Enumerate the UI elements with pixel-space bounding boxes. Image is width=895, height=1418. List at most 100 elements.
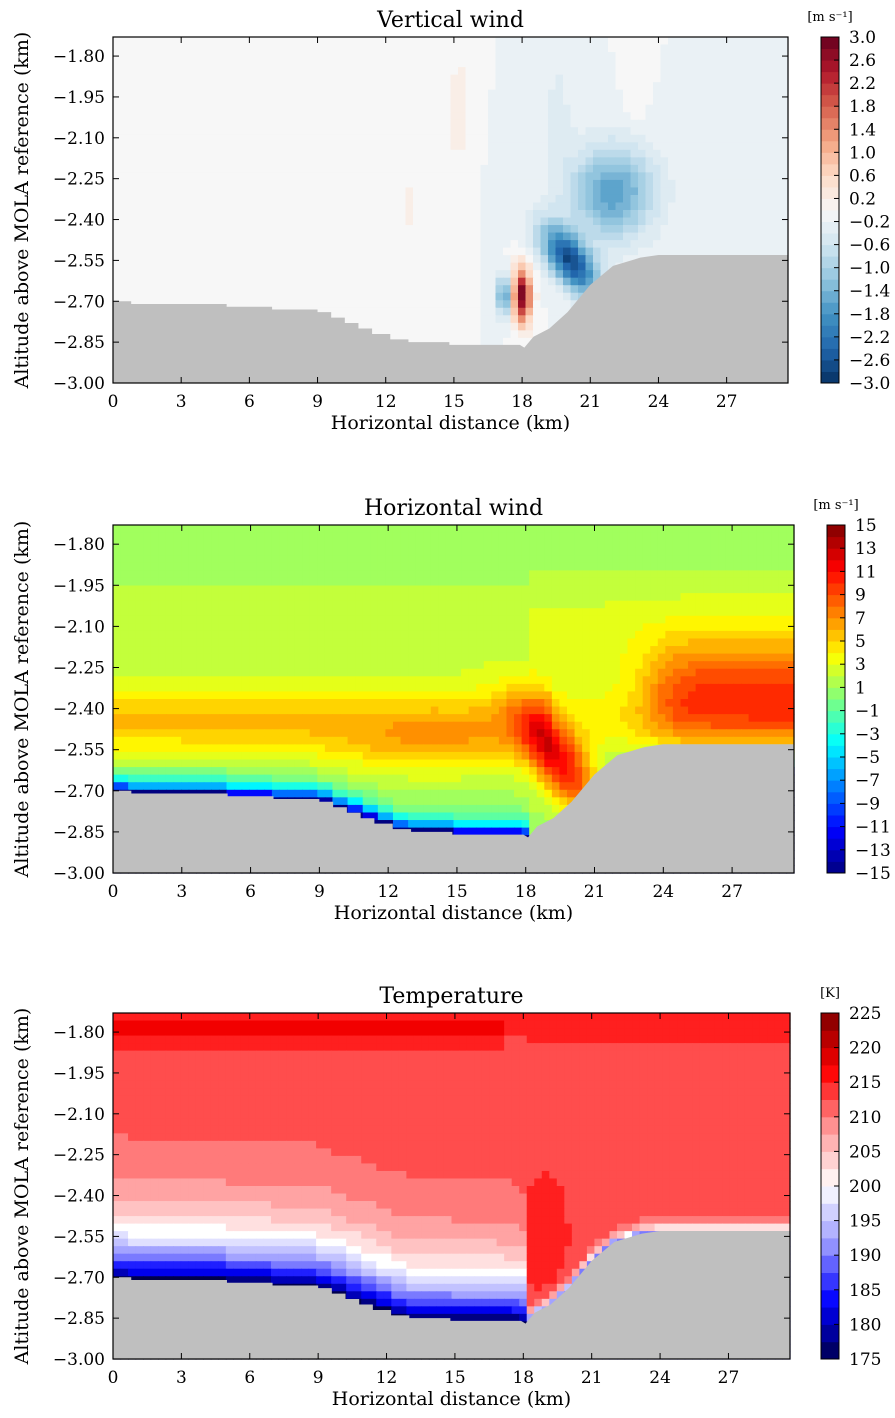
colorbar-tick-label: 195	[849, 1212, 881, 1232]
colorbar-tick-label: −11	[855, 818, 891, 838]
colorbar-band	[827, 606, 845, 619]
x-axis-label: Horizontal distance (km)	[332, 1388, 571, 1410]
y-axis-label: Altitude above MOLA reference (km)	[11, 521, 33, 879]
colorbar-frame	[826, 524, 846, 874]
colorbar-tick-label: 220	[849, 1039, 881, 1059]
colorbar-tick-label: −1.4	[849, 282, 890, 302]
colorbar-tick-label: −15	[855, 864, 891, 884]
y-tick-label: −2.10	[53, 129, 105, 149]
panel-3: Temperature 0 3 6 9 12 15 18 21 24 27 Horizontal di…	[11, 984, 881, 1410]
colorbar-band	[821, 233, 839, 246]
colorbar-band	[821, 302, 839, 315]
y-tick-label: −2.25	[53, 1146, 105, 1166]
colorbar-band	[821, 1220, 839, 1239]
colorbar-tick-label: 0.6	[849, 166, 876, 186]
x-tick-label: 24	[648, 392, 670, 412]
colorbar-tick-label: 13	[855, 539, 877, 559]
colorbar-tick-label: 15	[855, 516, 877, 536]
colorbar-band	[827, 617, 845, 630]
colorbar-band	[821, 129, 839, 142]
colorbar-band	[821, 1151, 839, 1170]
y-axis-label: Altitude above MOLA reference (km)	[11, 32, 33, 390]
x-axis-label: Horizontal distance (km)	[334, 902, 573, 924]
x-tick-label: 24	[652, 882, 674, 902]
colorbar-tick-label: −0.2	[849, 213, 890, 233]
x-tick-label: 21	[581, 1368, 603, 1388]
colorbar-band	[821, 210, 839, 223]
colorbar-tick-label: −2.6	[849, 351, 890, 371]
y-tick-label: −3.00	[53, 374, 105, 394]
colorbar-unit: [m s⁻¹]	[813, 498, 858, 513]
colorbar-band	[821, 1324, 839, 1343]
colorbar-band	[821, 371, 839, 384]
y-tick-label: −2.55	[53, 741, 105, 761]
colorbar-band	[827, 745, 845, 758]
colorbar-band	[821, 37, 839, 50]
colorbar-tick-label: 2.2	[849, 74, 876, 94]
y-tick-label: −1.95	[53, 576, 105, 596]
colorbar-band	[827, 641, 845, 654]
colorbar-band	[821, 290, 839, 303]
terrain	[113, 744, 794, 873]
colorbar-band	[821, 359, 839, 372]
plot-frame	[112, 1012, 791, 1360]
colorbar-tick-label: 0.2	[849, 189, 876, 209]
x-tick-label: 21	[584, 882, 606, 902]
colorbar-band	[827, 803, 845, 816]
colorbar-band	[821, 198, 839, 211]
colorbar-band	[821, 83, 839, 96]
colorbar-band	[821, 221, 839, 234]
colorbar-band	[821, 1237, 839, 1256]
y-tick-label: −2.25	[53, 170, 105, 190]
colorbar-tick-label: −3.0	[849, 374, 890, 394]
colorbar-band	[821, 313, 839, 326]
colorbar-tick-label: 200	[849, 1177, 881, 1197]
y-tick-label: −1.80	[53, 1023, 105, 1043]
x-tick-label: 15	[443, 392, 465, 412]
x-tick-label: 6	[244, 1368, 255, 1388]
colorbar-band	[821, 175, 839, 188]
colorbar-band	[821, 1307, 839, 1325]
colorbar-band	[827, 780, 845, 793]
y-tick-label: −1.95	[53, 88, 105, 108]
colorbar-band	[821, 1255, 839, 1273]
y-tick-label: −2.40	[53, 700, 105, 720]
colorbar-tick-label: 205	[849, 1142, 881, 1162]
colorbar-tick-label: 180	[849, 1315, 881, 1335]
y-tick-label: −2.55	[53, 1227, 105, 1247]
colorbar-band	[821, 140, 839, 153]
colorbar-band	[821, 256, 839, 269]
x-tick-label: 18	[515, 882, 537, 902]
colorbar-band	[821, 325, 839, 338]
colorbar-band	[821, 117, 839, 130]
colorbar-tick-label: −1	[855, 702, 880, 722]
colorbar-tick-label: −3	[855, 725, 880, 745]
colorbar-band	[827, 722, 845, 735]
x-tick-label: 27	[721, 882, 743, 902]
x-tick-label: 27	[718, 1368, 740, 1388]
y-tick-label: −2.85	[53, 823, 105, 843]
colorbar-band	[821, 267, 839, 280]
colorbar-tick-label: 7	[855, 609, 866, 629]
colorbar-band	[827, 536, 845, 549]
y-tick-label: −1.80	[53, 47, 105, 67]
chart-title: Vertical wind	[376, 8, 524, 33]
colorbar-band	[827, 733, 845, 746]
colorbar-tick-label: 3.0	[849, 28, 876, 48]
colorbar-band	[827, 826, 845, 839]
colorbar-band	[827, 699, 845, 712]
colorbar-band	[827, 629, 845, 642]
colorbar-tick-label: −1.0	[849, 259, 890, 279]
colorbar-band	[821, 1203, 839, 1222]
colorbar-band	[827, 710, 845, 723]
y-tick-label: −1.95	[53, 1064, 105, 1084]
plot-frame	[112, 36, 789, 384]
x-tick-label: 12	[376, 1368, 398, 1388]
colorbar: 3.0 2.6 2.2 1.8 1.4 1.0 0.6 0.2 −0.2 −0.6 −1.0 −1.4…	[807, 10, 890, 394]
x-tick-label: 27	[716, 392, 738, 412]
colorbar-tick-label: 11	[855, 562, 877, 582]
colorbar-tick-label: 1.0	[849, 143, 876, 163]
terrain	[113, 254, 788, 383]
colorbar-tick-label: 185	[849, 1281, 881, 1301]
x-tick-label: 0	[108, 392, 119, 412]
